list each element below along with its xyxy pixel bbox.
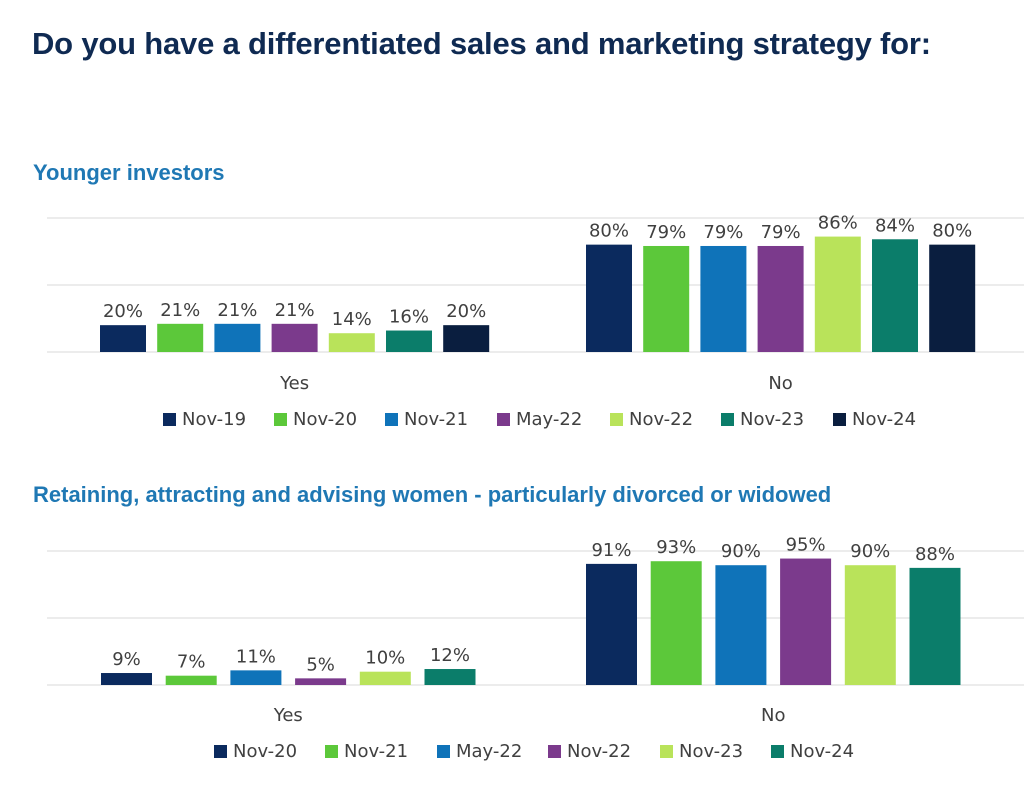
legend-swatch xyxy=(548,745,561,758)
category-label-yes: Yes xyxy=(279,373,309,394)
data-label: 90% xyxy=(850,541,890,562)
legend: Nov-20 Nov-21 May-22 Nov-22 Nov-23 Nov-24 xyxy=(214,741,854,762)
legend-label: Nov-20 xyxy=(233,741,297,762)
bar-no-nov-19 xyxy=(586,244,632,352)
bar-no-nov-20 xyxy=(643,245,690,352)
data-label: 10% xyxy=(365,648,405,669)
data-label: 21% xyxy=(275,300,315,321)
data-label: 21% xyxy=(160,300,200,321)
bar-no-may-22 xyxy=(757,245,804,352)
data-label: 79% xyxy=(646,222,686,243)
bar-no-nov-23 xyxy=(844,565,896,685)
bar-no-may-22 xyxy=(715,565,767,685)
data-label: 16% xyxy=(389,307,429,328)
bar-yes-nov-21 xyxy=(214,323,261,352)
legend-label: May-22 xyxy=(456,741,522,762)
data-label: 14% xyxy=(332,309,372,330)
data-label: 88% xyxy=(915,544,955,565)
bar-no-nov-20 xyxy=(586,563,637,685)
legend-swatch xyxy=(274,413,287,426)
legend-label: Nov-22 xyxy=(567,741,631,762)
legend-label: Nov-20 xyxy=(293,409,357,430)
data-label: 9% xyxy=(112,649,141,670)
bar-yes-nov-24 xyxy=(424,669,476,685)
page-title: Do you have a differentiated sales and m… xyxy=(32,26,931,61)
data-label: 20% xyxy=(446,301,486,322)
bar-no-nov-24 xyxy=(909,567,961,685)
legend-label: Nov-24 xyxy=(790,741,854,762)
legend-label: Nov-22 xyxy=(629,409,693,430)
gridlines xyxy=(47,217,1024,353)
data-label: 80% xyxy=(589,221,629,242)
data-label: 79% xyxy=(703,222,743,243)
legend-label: Nov-21 xyxy=(404,409,468,430)
legend-swatch xyxy=(833,413,846,426)
legend-swatch xyxy=(214,745,227,758)
data-label: 21% xyxy=(217,300,257,321)
data-label: 5% xyxy=(306,654,335,675)
data-label: 86% xyxy=(818,213,858,234)
category-label-no: No xyxy=(768,373,792,394)
chart-title-women: Retaining, attracting and advising women… xyxy=(33,482,832,507)
data-label: 20% xyxy=(103,301,143,322)
data-label: 12% xyxy=(430,645,470,666)
category-label-no: No xyxy=(761,705,785,726)
data-label: 91% xyxy=(591,540,631,561)
bar-yes-nov-19 xyxy=(100,325,146,352)
bar-no-nov-24 xyxy=(929,244,976,352)
legend-swatch xyxy=(610,413,623,426)
bar-yes-nov-24 xyxy=(443,325,490,352)
bar-yes-nov-20 xyxy=(157,323,204,352)
data-label: 79% xyxy=(761,222,801,243)
data-label: 11% xyxy=(236,646,276,667)
bar-yes-nov-22 xyxy=(295,678,347,685)
legend-swatch xyxy=(771,745,784,758)
bar-no-nov-21 xyxy=(700,245,747,352)
legend-swatch xyxy=(437,745,450,758)
legend-swatch xyxy=(721,413,734,426)
legend-swatch xyxy=(660,745,673,758)
bar-no-nov-22 xyxy=(814,236,861,352)
bar-yes-may-22 xyxy=(271,323,318,352)
legend-label: Nov-23 xyxy=(679,741,743,762)
legend-label: Nov-24 xyxy=(852,409,916,430)
data-label: 93% xyxy=(656,537,696,558)
data-label: 90% xyxy=(721,541,761,562)
bar-yes-nov-22 xyxy=(328,333,375,352)
legend-swatch xyxy=(325,745,338,758)
bar-yes-nov-23 xyxy=(359,671,411,685)
bar-no-nov-21 xyxy=(650,561,702,685)
bar-no-nov-23 xyxy=(872,239,918,352)
legend-label: Nov-23 xyxy=(740,409,804,430)
bar-yes-may-22 xyxy=(230,670,282,685)
bar-yes-nov-20 xyxy=(101,673,152,685)
data-label: 7% xyxy=(177,652,206,673)
legend-label: Nov-19 xyxy=(182,409,246,430)
legend-swatch xyxy=(163,413,176,426)
bar-no-nov-22 xyxy=(780,558,832,685)
legend: Nov-19 Nov-20 Nov-21 May-22 Nov-22 Nov-23 Nov-… xyxy=(163,409,916,430)
bar-yes-nov-23 xyxy=(386,330,432,352)
data-label: 95% xyxy=(786,535,826,556)
legend-swatch xyxy=(385,413,398,426)
legend-label: May-22 xyxy=(516,409,582,430)
data-label: 80% xyxy=(932,221,972,242)
legend-label: Nov-21 xyxy=(344,741,408,762)
bar-yes-nov-21 xyxy=(165,675,217,685)
chart-title-younger-investors: Younger investors xyxy=(33,160,225,185)
category-label-yes: Yes xyxy=(273,705,303,726)
data-label: 84% xyxy=(875,215,915,236)
legend-swatch xyxy=(497,413,510,426)
